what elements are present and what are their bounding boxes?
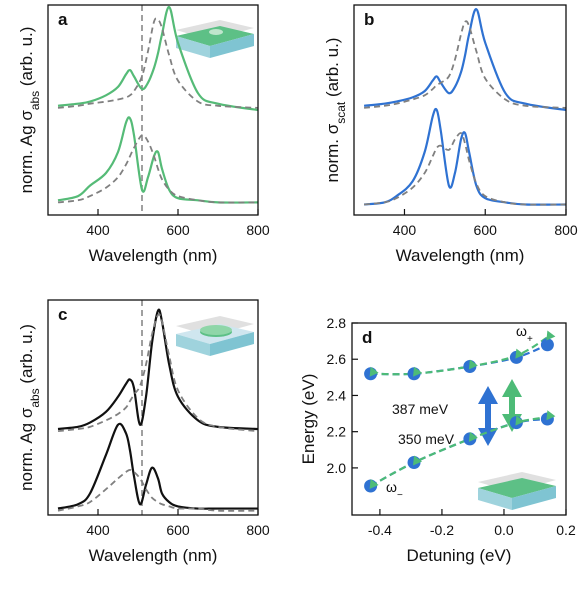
y-axis-label-part: Energy (eV) [299,374,318,465]
x-tick-label: 400 [393,222,417,238]
point [468,359,478,370]
point [515,348,525,359]
spectrum-line [364,132,567,206]
x-tick-label: -0.4 [368,522,392,538]
y-axis-label-part: norm. Ag σ [17,110,36,194]
y-axis-label-part: scat [334,101,348,124]
point [369,479,379,490]
panel-letter: a [58,10,68,29]
x-axis-label: Detuning (eV) [407,546,512,565]
x-tick-label: 0.2 [556,522,576,538]
plot-frame [351,322,567,516]
point [468,431,478,442]
x-tick-label: -0.2 [430,522,454,538]
spectrum-line [364,20,567,109]
spectrum-line [57,468,259,512]
branch-sign: − [397,490,403,501]
spectrum-line [57,313,259,433]
branch-sign: + [527,334,533,345]
plot-frame [353,4,567,216]
y-axis-label-part: (arb. u.) [323,38,342,102]
annotation: 350 meV [398,431,455,447]
annotation: 387 meV [392,401,449,417]
spectrum-line [57,5,259,112]
point [413,366,423,377]
y-axis-label-part: norm. Ag σ [17,407,36,491]
x-tick-label: 600 [474,222,498,238]
y-axis-label-part: norm. σ [323,123,342,182]
x-tick-label: 600 [166,222,190,238]
x-tick-label: 0.0 [494,522,514,538]
point [369,366,379,377]
x-tick-label: 800 [554,222,578,238]
split-arrow [478,386,498,446]
y-tick-label: 2.8 [327,315,347,331]
point [515,415,525,426]
y-axis-label-part: (arb. u.) [17,324,36,388]
y-tick-label: 2.0 [327,460,347,476]
x-tick-label: 600 [166,522,190,538]
x-tick-label: 800 [246,522,270,538]
inset-disk [176,316,254,356]
y-axis-label-part: (arb. u.) [17,27,36,91]
point [413,455,423,466]
y-tick-label: 2.6 [327,351,347,367]
y-tick-label: 2.4 [327,387,347,403]
point [540,338,554,352]
x-tick-label: 400 [86,522,110,538]
panel-letter: c [58,305,67,324]
spectrum-line [363,8,567,112]
x-axis-label: Wavelength (nm) [89,546,218,565]
y-axis-label-part: abs [28,91,42,110]
spectrum-line [57,116,259,204]
x-tick-label: 400 [86,222,110,238]
spectrum-line [57,422,258,510]
plot-frame [47,299,259,516]
x-axis-label: Wavelength (nm) [396,246,525,265]
x-axis-label: Wavelength (nm) [89,246,218,265]
y-axis-label-part: abs [28,388,42,407]
branch-label: ω− [386,479,403,501]
panel-letter: b [364,10,374,29]
inset-film [176,20,254,58]
branch-symbol: ω [516,323,527,339]
point [546,330,556,341]
x-tick-label: 800 [246,222,270,238]
y-axis-label: norm. Ag σabs (arb. u.) [17,27,42,194]
y-axis-label: norm. σscat (arb. u.) [323,38,348,183]
panel-letter: d [362,328,372,347]
spectrum-line [57,308,259,431]
y-tick-label: 2.2 [327,424,347,440]
branch-label: ω+ [516,323,533,345]
plot-frame [47,4,259,216]
inset-film [478,472,556,510]
point [546,410,556,421]
spectrum-line [57,134,259,204]
branch-symbol: ω [386,479,397,495]
y-axis-label: norm. Ag σabs (arb. u.) [17,324,42,491]
spectrum-line [363,107,567,206]
spectrum-line [57,17,259,109]
y-axis-label: Energy (eV) [299,374,318,465]
